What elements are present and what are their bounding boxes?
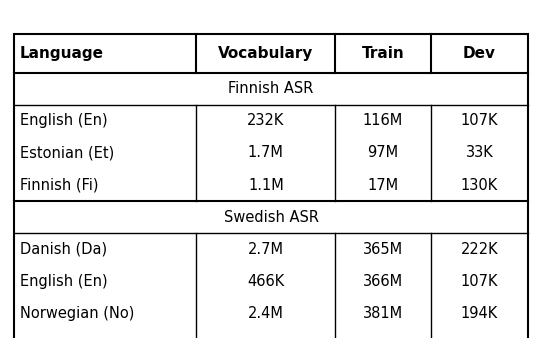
Text: 365M: 365M <box>363 242 403 257</box>
Text: 366M: 366M <box>363 274 403 289</box>
Text: Swedish ASR: Swedish ASR <box>223 210 319 225</box>
Text: 107K: 107K <box>461 113 498 128</box>
Text: Train: Train <box>362 46 404 61</box>
Text: 2.7M: 2.7M <box>248 242 284 257</box>
Text: Dev: Dev <box>463 46 496 61</box>
Text: 2.4M: 2.4M <box>248 306 284 321</box>
Text: Finnish (Fi): Finnish (Fi) <box>20 177 99 193</box>
Text: Estonian (Et): Estonian (Et) <box>20 145 114 161</box>
Text: 107K: 107K <box>461 274 498 289</box>
Text: Language: Language <box>20 46 104 61</box>
Text: 130K: 130K <box>461 177 498 193</box>
Text: Norwegian (No): Norwegian (No) <box>20 306 134 321</box>
Text: Finnish ASR: Finnish ASR <box>228 81 314 96</box>
Text: Danish (Da): Danish (Da) <box>20 242 107 257</box>
Text: 116M: 116M <box>363 113 403 128</box>
Text: 1.7M: 1.7M <box>248 145 284 161</box>
Text: 1.1M: 1.1M <box>248 177 283 193</box>
Text: 466K: 466K <box>247 274 285 289</box>
Text: 194K: 194K <box>461 306 498 321</box>
Text: 381M: 381M <box>363 306 403 321</box>
Text: 97M: 97M <box>367 145 398 161</box>
Text: Vocabulary: Vocabulary <box>218 46 313 61</box>
Text: English (En): English (En) <box>20 274 108 289</box>
Text: 33K: 33K <box>466 145 493 161</box>
Text: 232K: 232K <box>247 113 285 128</box>
Text: 17M: 17M <box>367 177 398 193</box>
Text: English (En): English (En) <box>20 113 108 128</box>
Text: 222K: 222K <box>461 242 498 257</box>
